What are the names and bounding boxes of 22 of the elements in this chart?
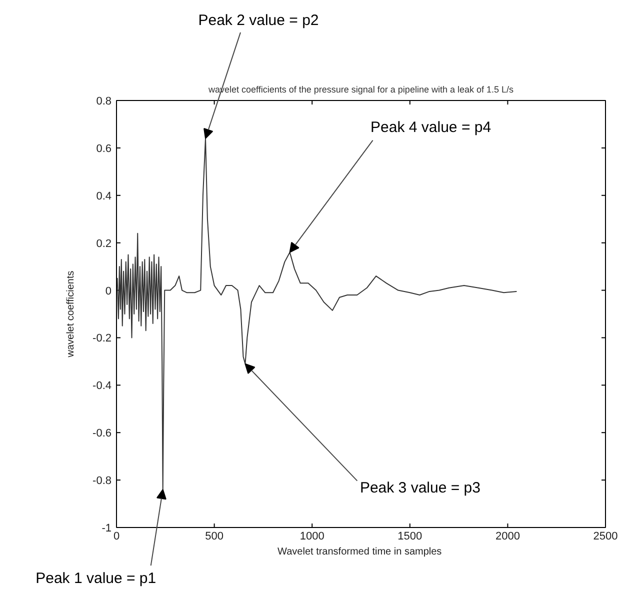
x-tick-label: 0 [113, 530, 120, 542]
y-tick-label: -0.4 [92, 380, 112, 392]
y-tick-label: -1 [102, 522, 112, 534]
x-tick-label: 1000 [300, 530, 324, 542]
x-tick-label: 2000 [495, 530, 520, 542]
x-tick-label: 1500 [398, 530, 422, 542]
y-tick-label: 0.6 [96, 142, 112, 155]
x-axis-title: Wavelet transformed time in samples [278, 546, 442, 558]
annotation: Peak 1 value = p1 [36, 570, 156, 588]
y-axis-title: wavelet coefficients [66, 270, 76, 358]
annotation: Peak 4 value = p4 [370, 118, 492, 136]
y-tick-label: 0.4 [96, 190, 112, 202]
annotation: Peak 2 value = p2 [198, 12, 319, 29]
y-tick-label: 0 [105, 285, 112, 298]
x-tick-label: 2500 [593, 530, 618, 542]
x-tick-label: 500 [205, 530, 224, 542]
annotation: Peak 3 value = p3 [360, 479, 480, 496]
y-tick-label: 0.8 [96, 96, 112, 108]
y-tick-label: -0.2 [92, 332, 112, 345]
y-tick-label: -0.6 [92, 428, 112, 440]
y-tick-label: -0.8 [92, 475, 112, 488]
y-tick-label: 0.2 [96, 238, 112, 250]
